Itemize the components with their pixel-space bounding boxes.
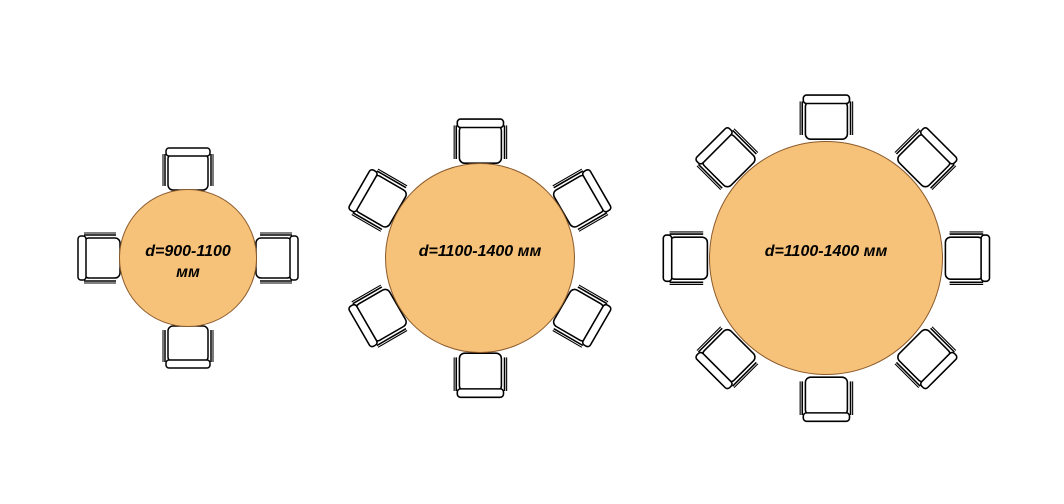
table-small-label: d=900-1100 мм	[119, 242, 257, 284]
table-medium-label: d=1100-1400 мм	[385, 242, 575, 263]
table-small-chair-3	[76, 230, 124, 286]
table-small-chair-1	[252, 230, 300, 286]
table-small-chair-2	[160, 322, 216, 370]
table-small-chair-0	[160, 146, 216, 194]
table-large-chair-0	[797, 93, 856, 143]
table-large-chair-6	[661, 229, 711, 288]
table-medium-chair-0	[451, 117, 510, 167]
table-large-label: d=1100-1400 мм	[709, 242, 943, 263]
table-large-chair-4	[797, 373, 856, 423]
table-medium-chair-3	[451, 349, 510, 399]
table-size-diagram: d=900-1100 мм	[0, 0, 1064, 504]
table-large-chair-2	[941, 229, 991, 288]
